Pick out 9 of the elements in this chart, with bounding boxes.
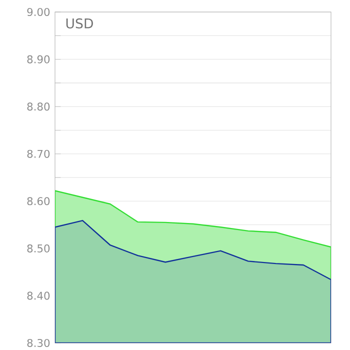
y-tick-label: 8.70 [27,150,50,158]
y-tick-label: 8.50 [27,244,50,252]
y-tick-label: 8.90 [27,55,50,64]
y-tick-label: 8.40 [27,292,50,300]
y-axis-title: USD [66,18,93,28]
y-tick-label: 8.60 [27,197,50,206]
y-tick-label: 9.00 [27,8,50,16]
y-tick-label: 8.80 [27,102,50,111]
y-tick-label: 8.30 [27,338,50,348]
